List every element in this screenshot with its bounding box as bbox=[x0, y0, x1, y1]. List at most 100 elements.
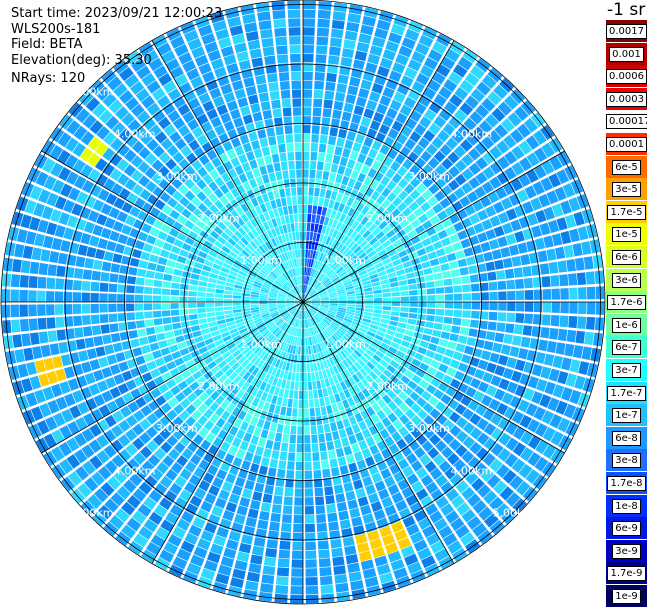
ray-gate bbox=[192, 434, 204, 446]
ray-gate bbox=[293, 277, 298, 286]
ray-gate bbox=[135, 311, 144, 320]
ray-gate bbox=[225, 317, 235, 323]
ray-gate bbox=[110, 332, 121, 343]
ray-gate bbox=[183, 264, 193, 273]
ray-gate bbox=[160, 347, 171, 356]
ray-gate bbox=[402, 334, 413, 343]
ray-gate bbox=[438, 525, 453, 539]
ray-gate bbox=[193, 147, 205, 159]
ray-gate bbox=[373, 452, 384, 464]
ray-gate bbox=[309, 169, 316, 179]
colorbar-swatch: 6e-5 bbox=[606, 155, 647, 178]
ray-gate bbox=[160, 138, 173, 151]
ray-gate bbox=[71, 203, 84, 217]
ray-gate bbox=[429, 467, 443, 480]
ray-gate bbox=[572, 243, 583, 257]
ray-gate bbox=[375, 350, 385, 359]
ray-gate bbox=[462, 422, 475, 435]
ray-gate bbox=[269, 385, 276, 395]
ray-gate bbox=[170, 289, 180, 296]
ray-gate bbox=[162, 281, 172, 289]
ray-gate bbox=[370, 212, 380, 223]
ray-gate bbox=[236, 341, 246, 349]
ray-gate bbox=[251, 367, 260, 376]
ray-gate bbox=[550, 275, 560, 287]
ray-gate bbox=[47, 330, 58, 343]
ray-gate bbox=[478, 120, 493, 134]
ray-gate bbox=[203, 559, 218, 572]
ray-gate bbox=[94, 488, 109, 503]
ray-gate bbox=[305, 310, 309, 319]
ray-gate bbox=[405, 117, 418, 130]
ray-gate bbox=[234, 365, 244, 375]
ray-gate bbox=[110, 439, 124, 453]
ray-gate bbox=[363, 108, 375, 119]
ray-gate bbox=[97, 188, 110, 202]
ray-gate bbox=[342, 320, 352, 326]
ray-gate bbox=[161, 371, 173, 382]
ray-gate bbox=[137, 161, 150, 174]
ray-gate bbox=[298, 276, 301, 285]
ray-gate bbox=[251, 344, 260, 352]
ray-gate bbox=[261, 456, 270, 467]
ray-gate bbox=[296, 285, 301, 294]
ray-gate bbox=[303, 18, 316, 27]
ray-gate bbox=[536, 378, 548, 392]
ray-gate bbox=[310, 294, 319, 299]
ray-gate bbox=[223, 306, 233, 311]
ray-gate bbox=[395, 350, 406, 359]
ray-gate bbox=[246, 339, 255, 347]
range-ring-label: 1.00km bbox=[240, 338, 282, 351]
ray-gate bbox=[325, 267, 333, 276]
ray-gate bbox=[409, 391, 420, 402]
ray-gate bbox=[259, 233, 267, 243]
ray-gate bbox=[197, 166, 208, 178]
ray-gate bbox=[168, 344, 179, 353]
ray-gate bbox=[362, 258, 372, 266]
ray-gate bbox=[218, 374, 228, 384]
ray-gate bbox=[91, 270, 101, 281]
ray-gate bbox=[303, 355, 307, 364]
ray-gate bbox=[355, 487, 366, 499]
ray-gate bbox=[475, 157, 489, 170]
ray-gate bbox=[140, 344, 151, 354]
ray-gate bbox=[430, 488, 444, 502]
ray-gate bbox=[387, 389, 397, 400]
ray-gate bbox=[289, 290, 297, 297]
ray-gate bbox=[319, 332, 325, 341]
ray-gate bbox=[394, 332, 404, 340]
ray-gate bbox=[353, 233, 362, 243]
ray-gate bbox=[459, 79, 474, 94]
ray-gate bbox=[165, 468, 178, 482]
ray-gate bbox=[285, 334, 291, 343]
ray-gate bbox=[232, 568, 246, 580]
ray-gate bbox=[46, 371, 59, 385]
ray-gate bbox=[91, 471, 105, 486]
ray-gate bbox=[255, 261, 264, 269]
ray-gate bbox=[557, 328, 568, 342]
ray-gate bbox=[566, 329, 577, 343]
ray-gate bbox=[361, 276, 370, 283]
ray-gate bbox=[377, 270, 387, 277]
ray-gate bbox=[563, 403, 577, 419]
ray-gate bbox=[250, 304, 259, 308]
ray-gate bbox=[231, 33, 246, 45]
ray-gate bbox=[329, 394, 336, 405]
ray-gate bbox=[396, 229, 407, 239]
ray-gate bbox=[299, 381, 303, 391]
ray-gate bbox=[123, 479, 137, 493]
ray-gate bbox=[429, 215, 441, 226]
ray-gate bbox=[226, 254, 236, 263]
ray-gate bbox=[216, 319, 226, 325]
ray-gate bbox=[267, 239, 275, 249]
ray-gate bbox=[374, 74, 387, 86]
ray-gate bbox=[295, 470, 303, 480]
ray-gate bbox=[202, 264, 212, 272]
ray-gate bbox=[206, 149, 218, 161]
ray-gate bbox=[358, 420, 368, 431]
ray-gate bbox=[109, 323, 119, 333]
ray-gate bbox=[245, 258, 255, 266]
ray-gate bbox=[364, 417, 374, 428]
azimuth-line bbox=[41, 301, 304, 454]
ray-gate bbox=[152, 420, 165, 433]
